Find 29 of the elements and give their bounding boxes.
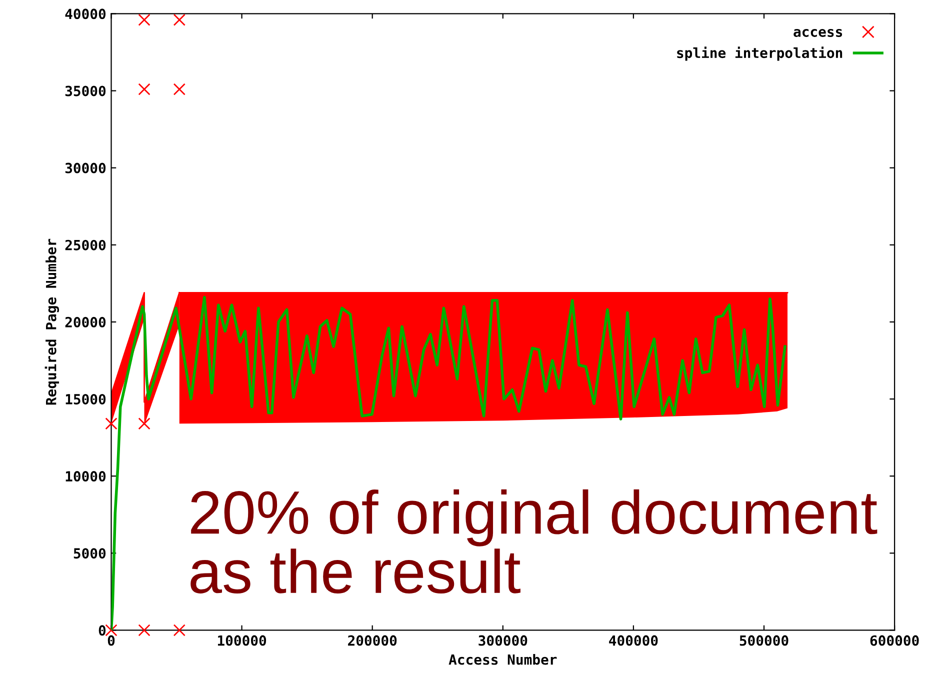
y-tick-label: 5000 (74, 548, 106, 559)
legend-label: spline interpolation (677, 46, 842, 61)
y-tick-label: 0 (98, 625, 106, 636)
y-tick-label: 15000 (66, 394, 106, 404)
y-tick-label: 20000 (65, 316, 106, 328)
x-tick-label: 500000 (740, 635, 788, 646)
annotation: 20% of original document as the result (190, 489, 878, 594)
point (138, 624, 150, 636)
y-tick-label: 25000 (65, 240, 106, 250)
y-axis-title: Required Page Number (44, 238, 60, 405)
point (105, 418, 118, 430)
x-tick-label: 200000 (348, 635, 397, 646)
x-tick-label: 600000 (870, 635, 919, 646)
x-tick-label: 300000 (478, 635, 528, 646)
legend-label: access (794, 28, 842, 37)
y-tick-label: 40000 (65, 8, 106, 20)
point (173, 624, 186, 636)
point (138, 14, 150, 26)
point (138, 418, 150, 430)
y-tick-label: 35000 (65, 86, 106, 96)
x-axis-title: Access Number (448, 654, 557, 665)
y-tick-label: 10000 (66, 471, 106, 482)
x-tick-label: 0 (108, 635, 115, 646)
point (173, 14, 186, 26)
point (138, 83, 150, 96)
x-tick-label: 100000 (218, 635, 266, 646)
point (173, 83, 186, 96)
y-tick-label: 30000 (65, 162, 106, 174)
x-tick-label: 400000 (609, 635, 658, 646)
